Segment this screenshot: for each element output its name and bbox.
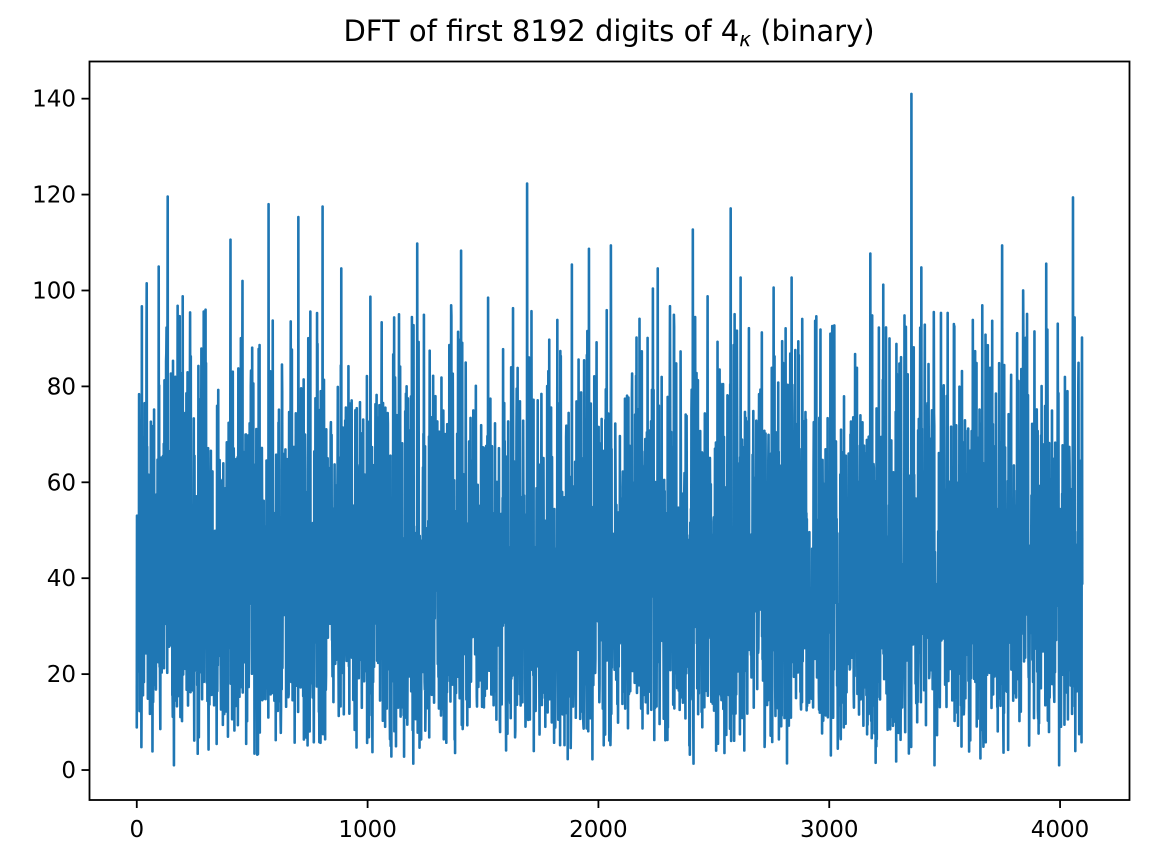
y-axis-ticks: 0 20 40 60 80 100 120 140: [32, 87, 90, 784]
y-tick-label: 40: [47, 566, 76, 592]
y-tick-label: 100: [32, 278, 76, 304]
x-axis-ticks: 0 1000 2000 3000 4000: [129, 800, 1089, 843]
x-tick-label: 4000: [1031, 817, 1090, 843]
y-tick-label: 80: [47, 374, 76, 400]
y-tick-label: 60: [47, 470, 76, 496]
x-tick-label: 3000: [800, 817, 859, 843]
plot-area-border: [88, 60, 1131, 801]
x-tick-label: 1000: [338, 817, 397, 843]
dft-magnitude-line: [135, 92, 1084, 767]
data-layer: [135, 92, 1084, 767]
chart-title: DFT of first 8192 digits of 4κ (binary): [343, 14, 874, 51]
y-tick-label: 140: [32, 87, 76, 113]
x-tick-label: 2000: [569, 817, 628, 843]
y-tick-label: 120: [32, 183, 76, 209]
y-tick-label: 20: [47, 662, 76, 688]
x-tick-label: 0: [129, 817, 144, 843]
y-tick-label: 0: [61, 758, 76, 784]
